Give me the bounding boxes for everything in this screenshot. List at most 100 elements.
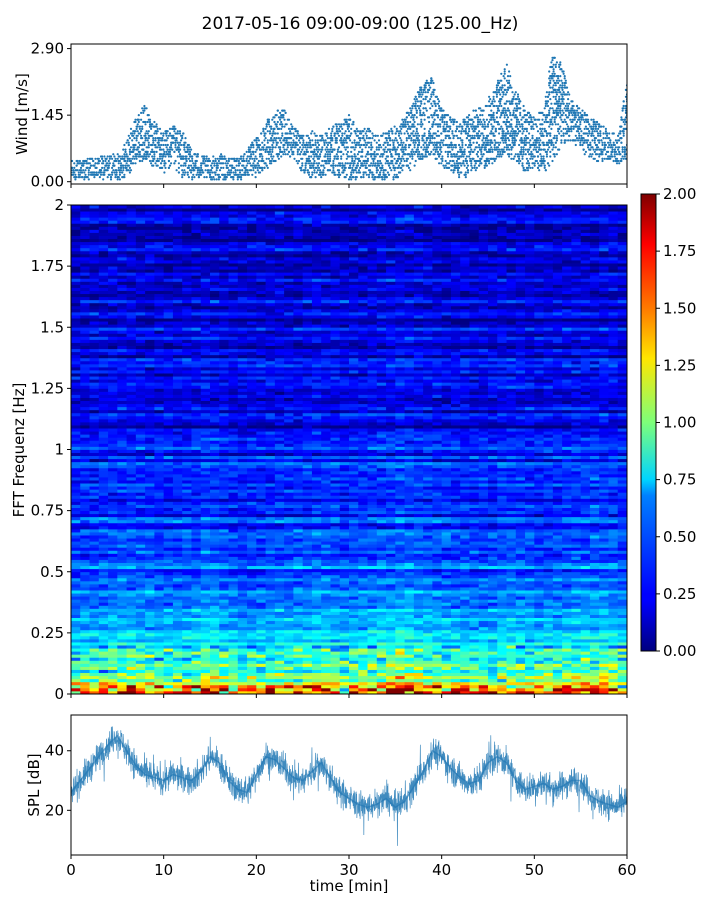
wind-point [552,91,555,94]
wind-point [386,155,389,158]
spectrogram-cell [98,571,109,576]
wind-point [88,162,91,165]
wind-point [72,173,75,176]
spectrogram-cell [89,660,100,664]
wind-point [475,153,478,156]
wind-point [184,162,187,165]
wind-point [440,107,443,110]
wind-point [526,150,530,153]
wind-point [501,84,504,87]
wind-point [127,169,130,172]
wind-point [193,176,196,179]
wind-point [116,178,119,181]
wind-point [420,88,423,91]
wind-point [362,164,365,167]
spectrogram-cell [71,645,81,649]
wind-point [393,169,396,172]
wind-point [319,155,322,158]
wind-point [562,134,565,137]
wind-point [202,171,205,174]
wind-point [590,125,593,128]
wind-point [505,79,508,82]
spectrogram-cell [89,577,100,582]
wind-point [482,137,485,140]
wind-point [391,132,394,135]
wind-point [534,123,537,126]
wind-point [530,155,533,158]
spectrogram-cell [71,324,81,328]
wind-point [126,155,129,158]
spectrogram-cell [80,614,90,618]
wind-point [510,153,513,156]
wind-point [246,162,249,165]
wind-point [577,114,580,117]
wind-point [309,159,312,163]
wind-point [503,84,506,87]
spectrogram-cell [89,385,100,389]
wind-point [268,130,272,133]
spectrogram-cell [89,535,100,539]
spectrogram-cell [89,214,100,218]
wind-point [290,132,293,135]
wind-point [337,146,341,149]
wind-point [560,134,563,137]
wind-point [460,148,463,151]
wind-point [392,164,395,167]
wind-point [451,130,454,133]
wind-point [597,134,600,137]
wind-point [382,143,385,147]
wind-point [413,153,416,156]
wind-point [234,171,237,174]
wind-point [364,164,367,167]
wind-point [587,146,590,149]
wind-point [549,150,552,153]
wind-point [121,155,124,158]
spectrogram-cell [80,318,90,322]
wind-point [531,120,534,124]
wind-point [256,137,259,140]
wind-point [591,130,594,133]
wind-point [87,178,90,181]
wind-point [77,171,80,174]
wind-point [296,153,299,156]
wind-point [111,171,114,174]
wind-point [384,162,387,165]
wind-point [431,125,434,128]
wind-point [433,100,436,103]
wind-point [217,159,220,163]
wind-point [210,176,213,179]
wind-point [141,137,144,140]
spectrogram-cell [89,208,100,212]
wind-point [552,63,555,66]
wind-point [421,137,424,140]
spectrogram-cell [89,409,100,414]
wind-point [459,146,462,149]
wind-point [582,137,585,140]
wind-point [423,127,426,130]
spectrogram-cell [71,547,81,551]
wind-point [423,134,426,137]
spectrogram-cell [80,495,90,499]
wind-point [276,141,279,144]
wind-point [564,139,567,142]
wind-point [443,166,446,169]
wind-point [563,141,566,144]
spectrogram-cell [80,342,90,346]
wind-point [365,143,368,147]
spectrogram-cell [71,373,81,377]
wind-point [498,88,501,91]
spectrogram-cell [71,250,81,255]
wind-point [401,143,404,147]
spectrogram-cell [71,290,81,295]
wind-point [176,130,179,133]
wind-point [486,141,490,144]
spectrogram-cell [80,605,90,609]
wind-point [196,171,199,174]
wind-point [227,159,230,163]
wind-point [312,153,315,156]
wind-point [282,114,285,117]
wind-point [400,132,403,135]
wind-point [418,95,421,98]
wind-point [585,141,589,144]
spectrogram-cell [71,217,81,221]
